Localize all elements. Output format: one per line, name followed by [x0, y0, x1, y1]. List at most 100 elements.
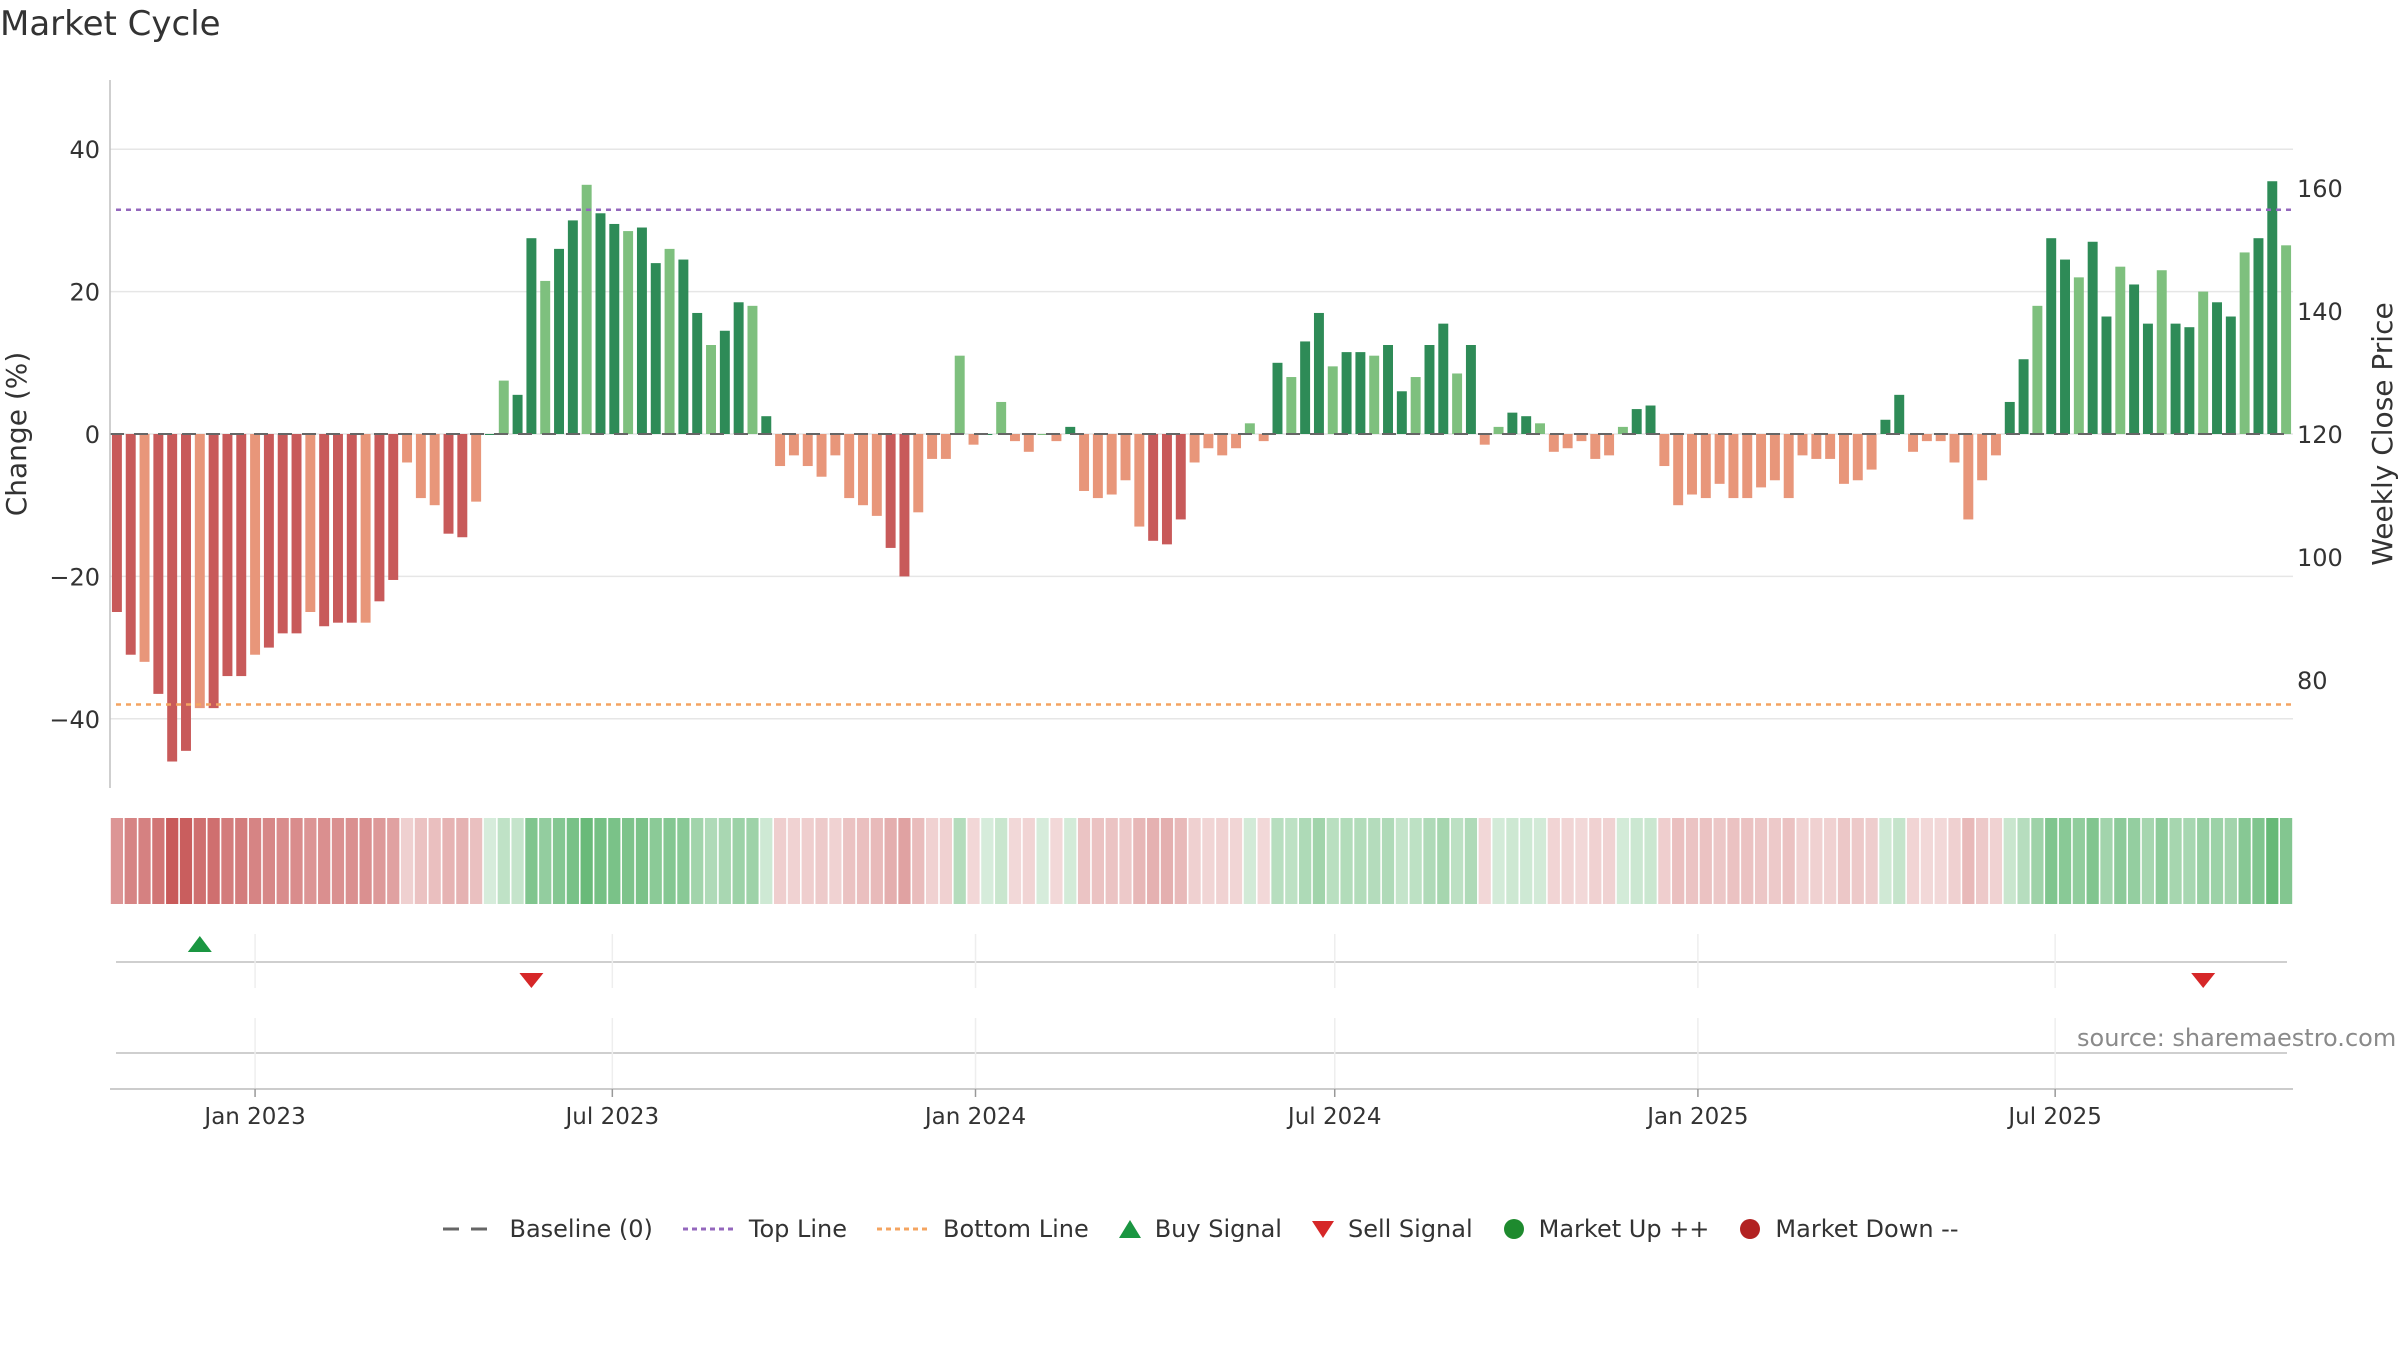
y2-tick-label: 80 — [2297, 667, 2328, 695]
bar — [1175, 434, 1186, 520]
heat-cell — [2279, 818, 2293, 904]
legend-item-down: Market Down -- — [1737, 1215, 1959, 1243]
bar — [1604, 434, 1615, 456]
y2-axis-label: Weekly Close Price — [2366, 302, 2399, 565]
bar — [1341, 352, 1352, 434]
heat-cell — [1561, 818, 1574, 904]
bar — [1838, 434, 1849, 484]
heat-cell — [2141, 818, 2155, 904]
bar — [291, 434, 302, 634]
bar — [1023, 434, 1034, 452]
bar — [899, 434, 910, 577]
bar — [484, 434, 495, 435]
heat-cell — [580, 818, 593, 904]
bar — [1894, 394, 1905, 434]
heat-cell — [1202, 818, 1215, 904]
bar — [319, 434, 330, 627]
legend-item-up: Market Up ++ — [1501, 1215, 1710, 1243]
bar — [2267, 181, 2278, 434]
heat-cell — [1934, 818, 1947, 904]
legend-label: Bottom Line — [943, 1215, 1089, 1243]
heat-cell — [1008, 818, 1022, 904]
heat-cell — [1630, 818, 1643, 904]
bar — [1410, 377, 1421, 434]
bar — [1908, 434, 1919, 452]
heat-cell — [525, 818, 538, 904]
heat-cell — [594, 818, 607, 904]
bar — [1493, 426, 1504, 434]
heat-cell — [1077, 818, 1091, 904]
bar — [1148, 434, 1159, 541]
heat-cell — [193, 818, 206, 904]
heat-cell — [870, 818, 883, 904]
heat-cell — [2155, 818, 2168, 904]
bar — [968, 434, 979, 445]
heat-cell — [1285, 818, 1298, 904]
y2-tick-label: 140 — [2297, 298, 2343, 326]
bar — [1479, 434, 1490, 445]
legend-item-buy: Buy Signal — [1117, 1215, 1282, 1243]
heat-cell — [995, 818, 1008, 904]
bar — [1079, 434, 1090, 491]
heat-cell — [843, 818, 856, 904]
heat-cell — [1229, 818, 1243, 904]
bar — [1742, 434, 1753, 499]
bar — [1300, 341, 1311, 434]
bar — [692, 312, 703, 434]
bar — [415, 434, 426, 499]
heat-cell — [622, 818, 635, 904]
heat-cell — [2031, 818, 2044, 904]
bar — [457, 434, 468, 538]
bar — [1921, 434, 1932, 442]
heat-cell — [732, 818, 745, 904]
heat-cell — [2238, 818, 2251, 904]
heat-cell — [1658, 818, 1671, 904]
x-tick-label: Jul 2024 — [1286, 1104, 1382, 1130]
bar — [1631, 409, 1642, 434]
bar — [1355, 352, 1366, 434]
heat-cell — [773, 818, 787, 904]
bar — [153, 434, 164, 694]
bar — [1645, 405, 1656, 434]
heat-cell — [497, 818, 510, 904]
bar — [1562, 434, 1573, 449]
heat-cell — [1506, 818, 1519, 904]
heat-cell — [511, 818, 524, 904]
bar — [1728, 434, 1739, 499]
bar — [305, 434, 316, 612]
y-tick-label: −20 — [49, 563, 100, 591]
bars-layer — [111, 181, 2292, 762]
x-tick-label: Jan 2025 — [1645, 1104, 1748, 1130]
sell-signal-marker — [519, 973, 544, 988]
bar — [2129, 284, 2140, 434]
heat-cell — [1796, 818, 1809, 904]
heat-cell — [1865, 818, 1878, 904]
signal-panel — [116, 934, 2287, 1088]
heat-cell — [760, 818, 773, 904]
bar — [1521, 416, 1532, 434]
up-legend-icon — [1503, 1219, 1524, 1239]
heat-cell — [1437, 818, 1450, 904]
legend-item-top: Top Line — [681, 1215, 847, 1243]
heat-cell — [1699, 818, 1712, 904]
bar — [194, 434, 205, 709]
bar — [1714, 434, 1725, 484]
legend-label: Market Down -- — [1775, 1215, 1959, 1243]
y2-tick-label: 120 — [2297, 421, 2343, 449]
bar — [664, 248, 675, 434]
heat-cell — [1174, 818, 1187, 904]
legend-label: Market Up ++ — [1538, 1215, 1710, 1243]
heat-cell — [1547, 818, 1560, 904]
heat-cell — [1340, 818, 1353, 904]
axes-layer: 40 20 0 −20 −40 160 140 120 100 80 Change (%) Weekl… — [0, 80, 2399, 788]
heat-cell — [1824, 818, 1837, 904]
legend-label: Sell Signal — [1347, 1215, 1473, 1243]
heat-cell — [939, 818, 953, 904]
heat-cell — [1976, 818, 1989, 904]
heat-cell — [2210, 818, 2224, 904]
heat-cell — [1299, 818, 1312, 904]
heat-cell — [663, 818, 676, 904]
heat-cell — [2169, 818, 2182, 904]
heat-cell — [829, 818, 842, 904]
buy-legend-icon — [1118, 1220, 1141, 1238]
